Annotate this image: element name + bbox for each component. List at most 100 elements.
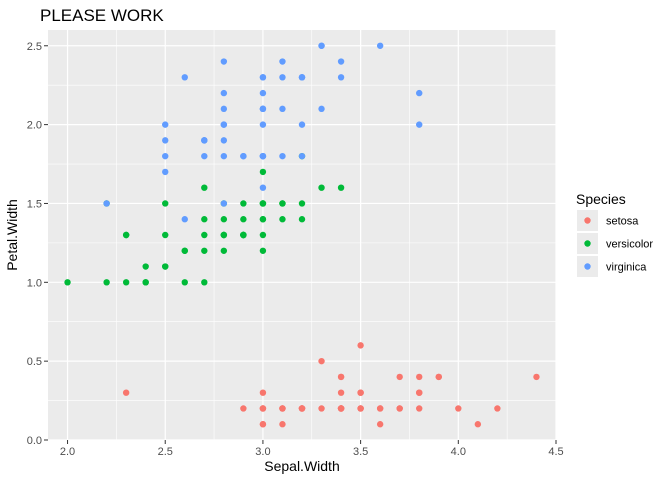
point-virginica — [298, 74, 306, 81]
minor-gridlines — [48, 30, 556, 440]
point-versicolor — [103, 279, 110, 286]
point-virginica — [259, 152, 267, 160]
point-versicolor — [298, 200, 306, 207]
point-setosa — [416, 405, 423, 412]
point-versicolor — [201, 279, 208, 286]
x-tick-label: 4.0 — [451, 446, 466, 458]
point-versicolor — [220, 231, 228, 239]
point-setosa — [396, 373, 403, 381]
point-setosa — [259, 405, 267, 412]
point-versicolor — [162, 231, 169, 239]
point-setosa — [435, 373, 442, 381]
point-setosa — [396, 405, 403, 412]
legend-title: Species — [576, 191, 626, 207]
x-tick-label: 4.5 — [548, 446, 563, 458]
point-setosa — [279, 405, 286, 412]
point-virginica — [162, 168, 169, 176]
point-setosa — [259, 389, 267, 396]
point-versicolor — [201, 247, 208, 254]
x-tick-label: 2.5 — [158, 446, 173, 458]
point-virginica — [259, 184, 267, 191]
point-setosa — [357, 389, 364, 396]
point-virginica — [181, 216, 188, 223]
point-virginica — [201, 152, 208, 160]
point-setosa — [337, 373, 345, 381]
point-virginica — [279, 105, 286, 113]
point-virginica — [103, 200, 110, 207]
legend-label-versicolor: versicolor — [606, 239, 653, 251]
point-virginica — [416, 89, 423, 97]
point-versicolor — [220, 247, 228, 254]
point-virginica — [298, 152, 306, 160]
point-setosa — [533, 373, 540, 381]
point-virginica — [259, 74, 267, 81]
point-virginica — [279, 74, 286, 81]
y-tick-label: 1.5 — [27, 198, 42, 210]
point-virginica — [416, 121, 423, 128]
point-setosa — [416, 389, 423, 396]
point-versicolor — [259, 247, 267, 254]
point-virginica — [240, 152, 247, 160]
point-versicolor — [318, 184, 325, 191]
y-tick-label: 2.0 — [27, 120, 42, 132]
point-versicolor — [220, 216, 228, 223]
y-tick-label: 0.0 — [27, 435, 42, 447]
point-setosa — [337, 405, 345, 412]
point-versicolor — [240, 216, 247, 223]
point-setosa — [259, 421, 267, 428]
point-versicolor — [201, 216, 208, 223]
point-setosa — [494, 405, 501, 412]
x-axis-title: Sepal.Width — [264, 458, 339, 474]
point-setosa — [122, 389, 130, 396]
point-versicolor — [259, 168, 267, 176]
point-virginica — [162, 121, 169, 128]
point-virginica — [318, 105, 325, 113]
point-virginica — [259, 89, 267, 97]
point-virginica — [220, 89, 228, 97]
point-setosa — [357, 405, 364, 412]
point-virginica — [162, 152, 169, 160]
legend: Species setosa versicolor virginica — [576, 191, 653, 277]
point-virginica — [201, 137, 208, 144]
y-tick-label: 1.0 — [27, 277, 42, 289]
point-versicolor — [279, 216, 286, 223]
point-versicolor — [279, 200, 286, 207]
point-virginica — [259, 105, 267, 113]
point-virginica — [337, 58, 345, 65]
point-setosa — [240, 405, 247, 412]
point-versicolor — [142, 263, 149, 270]
point-versicolor — [337, 184, 345, 191]
x-tick-label: 3.5 — [353, 446, 368, 458]
point-versicolor — [64, 279, 71, 286]
point-virginica — [220, 137, 228, 144]
legend-symbol-versicolor — [584, 240, 591, 247]
plot-panel — [48, 30, 556, 440]
point-virginica — [337, 74, 345, 81]
y-tick-label: 0.5 — [27, 356, 42, 368]
point-versicolor — [162, 263, 169, 270]
point-virginica — [220, 152, 228, 160]
legend-label-setosa: setosa — [606, 216, 639, 228]
point-versicolor — [162, 200, 169, 207]
point-versicolor — [201, 184, 208, 191]
point-setosa — [416, 373, 423, 381]
point-virginica — [220, 121, 228, 128]
point-setosa — [474, 421, 482, 428]
point-setosa — [357, 342, 364, 349]
point-setosa — [455, 405, 462, 412]
point-virginica — [220, 105, 228, 113]
point-versicolor — [259, 200, 267, 207]
point-versicolor — [142, 279, 149, 286]
point-virginica — [298, 121, 306, 128]
point-versicolor — [122, 279, 130, 286]
point-setosa — [318, 357, 325, 365]
point-virginica — [279, 58, 286, 65]
major-gridlines — [48, 30, 557, 441]
x-tick-label: 2.0 — [60, 446, 75, 458]
point-setosa — [337, 389, 345, 396]
point-setosa — [279, 421, 286, 428]
point-virginica — [376, 42, 384, 49]
point-virginica — [259, 121, 267, 128]
y-axis-title: Petal.Width — [4, 199, 20, 271]
point-virginica — [318, 42, 325, 49]
